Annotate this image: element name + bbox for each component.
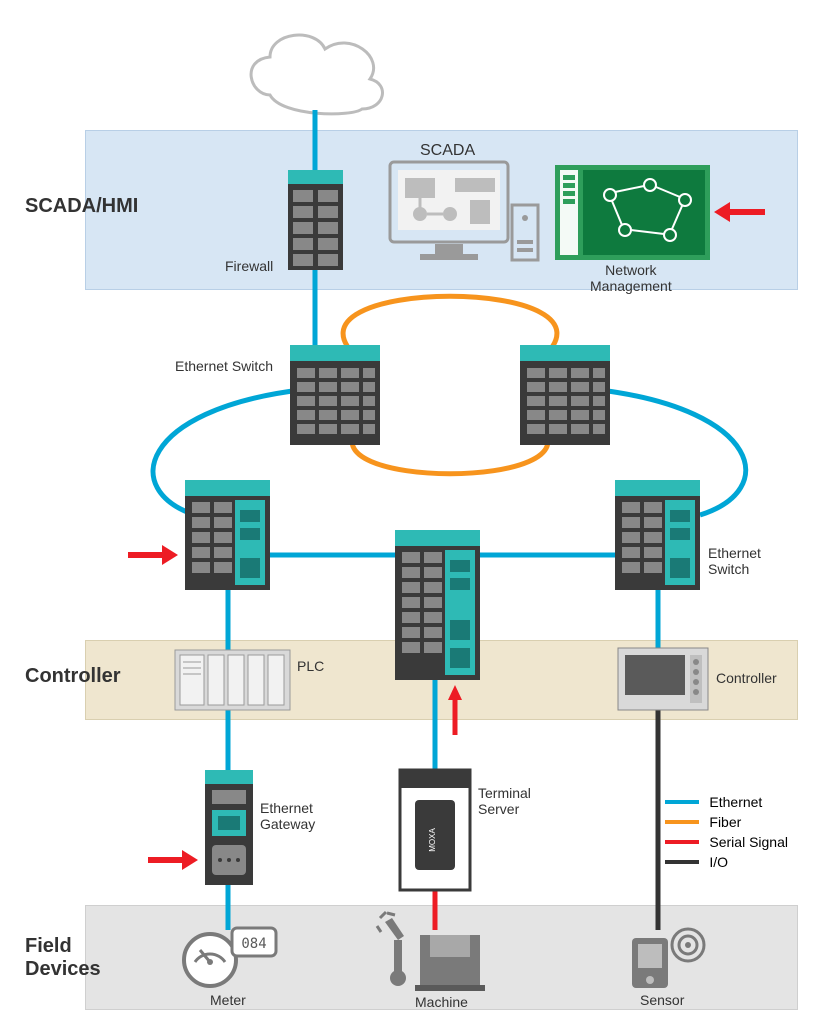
meter-label: Meter	[210, 992, 246, 1008]
legend-label: Ethernet	[709, 794, 762, 810]
callout-arrow-2	[128, 545, 178, 565]
plc-label: PLC	[297, 658, 324, 674]
layer-field-title: Field Devices	[25, 935, 101, 981]
terminal-server-device: MOXA	[400, 770, 470, 890]
callout-arrow-3	[148, 850, 198, 870]
layer-controller	[85, 640, 798, 720]
layer-scada-title: SCADA/HMI	[25, 195, 138, 218]
cloud-icon	[251, 35, 382, 114]
svg-text:MOXA: MOXA	[428, 828, 437, 852]
machine-label: Machine	[415, 994, 468, 1010]
eth-switch-top-label: Ethernet Switch	[175, 358, 273, 374]
eth-switch-right-label: Ethernet Switch	[708, 545, 761, 577]
ethernet-gateway-device	[205, 770, 253, 885]
sensor-label: Sensor	[640, 992, 684, 1008]
legend: Ethernet Fiber Serial Signal I/O	[665, 790, 788, 874]
scada-label: SCADA	[420, 142, 475, 160]
network-mgmt-label: Network Management	[590, 262, 672, 294]
firewall-label: Firewall	[225, 258, 273, 274]
ethernet-gateway-label: Ethernet Gateway	[260, 800, 315, 832]
switch-bottom-left	[185, 480, 270, 590]
legend-row: I/O	[665, 854, 788, 870]
legend-row: Serial Signal	[665, 834, 788, 850]
legend-label: I/O	[709, 854, 728, 870]
layer-controller-title: Controller	[25, 665, 121, 688]
switch-top-left	[290, 345, 380, 445]
legend-row: Ethernet	[665, 794, 788, 810]
switch-top-right	[520, 345, 610, 445]
legend-row: Fiber	[665, 814, 788, 830]
legend-label: Fiber	[709, 814, 741, 830]
controller-dev-label: Controller	[716, 670, 777, 686]
switch-bottom-right	[615, 480, 700, 590]
legend-label: Serial Signal	[709, 834, 788, 850]
terminal-server-label: Terminal Server	[478, 785, 531, 817]
